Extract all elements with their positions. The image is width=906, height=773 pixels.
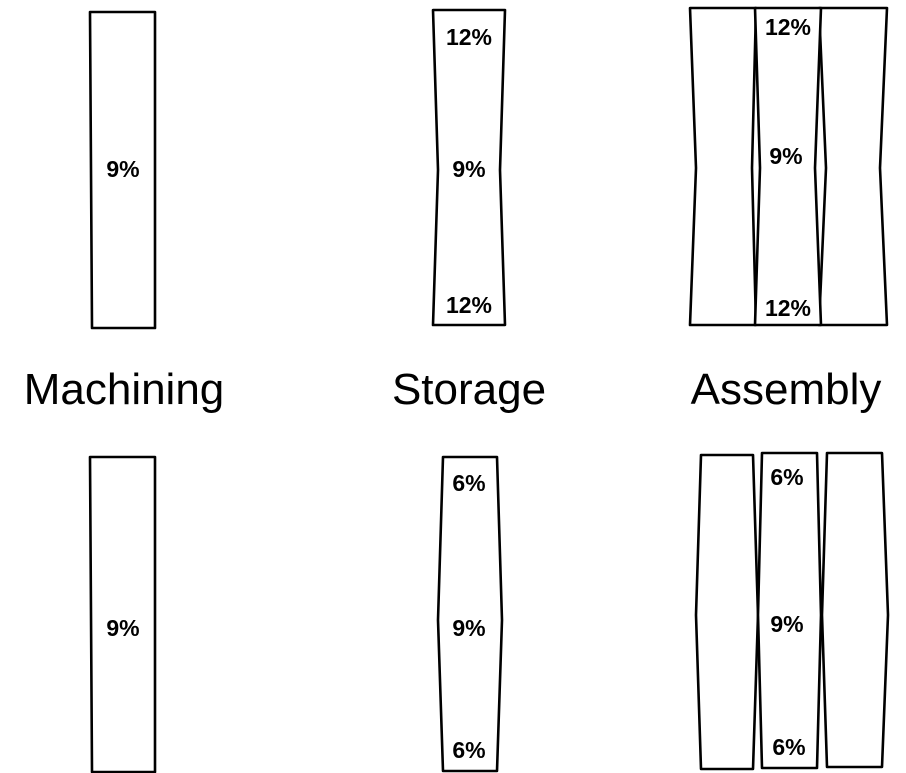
bottom-assembly-bottom-label: 6% — [772, 734, 805, 760]
title-machining: Machining — [24, 365, 225, 414]
top-assembly-center-bar — [753, 6, 823, 327]
top-row: 9% 12% 9% 12% 12% 9% 12% — [88, 6, 889, 330]
top-assembly-right-bar — [817, 6, 889, 327]
top-storage-bar — [431, 8, 507, 327]
bottom-machining-middle-label: 9% — [106, 615, 139, 641]
top-assembly-panel: 12% 9% 12% — [688, 6, 889, 327]
top-storage-bottom-label: 12% — [446, 292, 492, 318]
bottom-storage-panel: 6% 9% 6% — [436, 455, 504, 773]
bottom-machining-panel: 9% — [88, 455, 157, 773]
bottom-assembly-top-label: 6% — [770, 464, 803, 490]
bottom-assembly-left-bar — [694, 453, 760, 771]
title-assembly: Assembly — [691, 365, 882, 414]
bottom-storage-bar — [436, 455, 504, 773]
bottom-assembly-center-bar — [756, 451, 823, 770]
bottom-row: 9% 6% 9% 6% 6% 9% 6% — [88, 451, 890, 773]
top-machining-panel: 9% — [88, 10, 157, 330]
top-storage-panel: 12% 9% 12% — [431, 8, 507, 327]
title-storage: Storage — [392, 365, 546, 414]
top-assembly-top-label: 12% — [765, 14, 811, 40]
bottom-assembly-middle-label: 9% — [770, 611, 803, 637]
top-assembly-middle-label: 9% — [769, 143, 802, 169]
top-machining-middle-label: 9% — [106, 156, 139, 182]
bottom-storage-bottom-label: 6% — [452, 737, 485, 763]
bottom-storage-middle-label: 9% — [452, 615, 485, 641]
top-storage-top-label: 12% — [446, 24, 492, 50]
bottom-assembly-panel: 6% 9% 6% — [694, 451, 890, 771]
bottom-storage-top-label: 6% — [452, 470, 485, 496]
titles-row: Machining Storage Assembly — [24, 365, 882, 414]
top-assembly-bottom-label: 12% — [765, 295, 811, 321]
top-machining-bar — [88, 10, 157, 330]
top-storage-middle-label: 9% — [452, 156, 485, 182]
bottom-machining-bar — [88, 455, 157, 773]
top-assembly-left-bar — [688, 6, 758, 327]
bottom-assembly-right-bar — [820, 451, 890, 769]
